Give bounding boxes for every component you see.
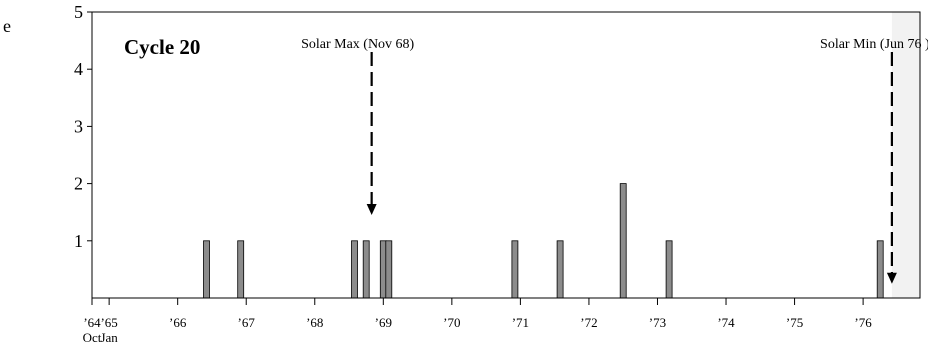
chart-title: Cycle 20 (124, 35, 200, 59)
bar-3 (362, 240, 370, 299)
bar-5 (385, 240, 393, 299)
bar-8 (619, 183, 627, 299)
bars-group (203, 183, 884, 299)
annotation-arrow-head-0 (366, 204, 377, 216)
x-tick-sublabel-0: Oct (83, 330, 102, 345)
annotations-group: Solar Max (Nov 68) Solar Min (Jun 76 ) (301, 37, 928, 284)
plot-frame (91, 11, 921, 299)
x-tick-label-12: ’76 (854, 315, 872, 330)
y-tick-label-4: 4 (74, 59, 83, 79)
x-tick-label-4: ’68 (306, 315, 323, 330)
annotation-label-1: Solar Min (Jun 76 ) (820, 37, 928, 52)
x-tick-label-6: ’70 (443, 315, 460, 330)
bar-2 (351, 240, 358, 299)
x-tick-label-9: ’73 (649, 315, 666, 330)
shaded-region (891, 12, 920, 298)
x-tick-label-10: ’74 (717, 315, 735, 330)
x-tick-label-11: ’75 (786, 315, 803, 330)
x-tick-label-7: ’71 (512, 315, 529, 330)
y-tick-label-1: 1 (74, 231, 83, 251)
x-tick-label-0: ’64 (83, 315, 101, 330)
x-tick-sublabel-1: Jan (100, 330, 118, 345)
x-tick-label-3: ’67 (238, 315, 256, 330)
y-tick-label-5: 5 (74, 2, 83, 22)
y-tick-label-3: 3 (74, 116, 83, 136)
annotation-arrow-head-1 (886, 272, 897, 284)
x-tick-label-8: ’72 (580, 315, 597, 330)
x-tick-label-2: ’66 (169, 315, 187, 330)
x-tick-label-5: ’69 (375, 315, 392, 330)
bar-0 (203, 240, 210, 299)
bar-9 (665, 240, 673, 299)
bar-6 (511, 240, 519, 299)
bar-10 (876, 240, 884, 299)
annotation-label-0: Solar Max (Nov 68) (301, 37, 414, 52)
side-label: e (3, 16, 11, 36)
x-tick-label-1: ’65 (100, 315, 117, 330)
y-tick-label-2: 2 (74, 174, 83, 194)
bar-7 (556, 240, 564, 299)
bar-1 (237, 240, 245, 299)
y-axis: 1 2 3 4 5 (74, 2, 92, 251)
